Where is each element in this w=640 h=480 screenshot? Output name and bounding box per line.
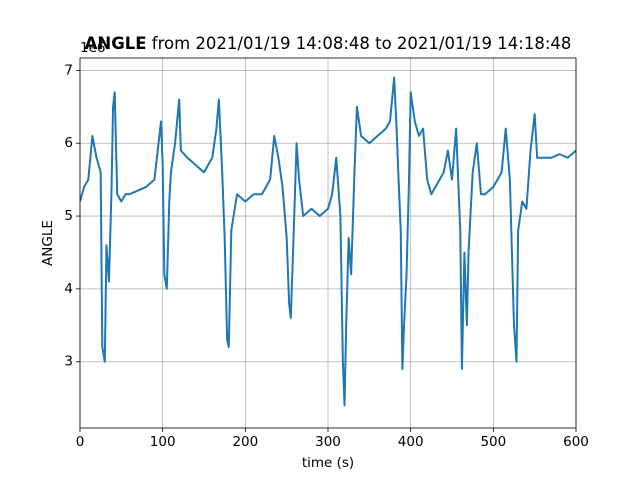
x-tick-label: 200: [232, 434, 258, 450]
x-tick-label: 100: [150, 434, 176, 450]
y-axis-label: ANGLE: [40, 220, 56, 266]
y-tick-label: 3: [64, 354, 73, 370]
y-tick-label: 5: [64, 208, 73, 224]
chart-title: ANGLE from 2021/01/19 14:08:48 to 2021/0…: [85, 34, 572, 53]
offset-text: 1e6: [80, 40, 105, 56]
y-tick-label: 7: [64, 62, 73, 78]
x-tick-label: 0: [76, 434, 85, 450]
data-line: [80, 76, 576, 407]
y-tick-label: 4: [64, 281, 73, 297]
x-tick-label: 600: [563, 434, 589, 450]
title-text: from 2021/01/19 14:08:48 to 2021/01/19 1…: [152, 34, 572, 53]
x-tick-label: 400: [398, 434, 424, 450]
x-tick-label: 500: [480, 434, 506, 450]
x-tick-label: 300: [315, 434, 341, 450]
y-tick-label: 6: [64, 135, 73, 151]
plot-frame: [79, 57, 577, 429]
x-axis-label: time (s): [302, 455, 354, 471]
title-bold: ANGLE: [85, 34, 147, 53]
